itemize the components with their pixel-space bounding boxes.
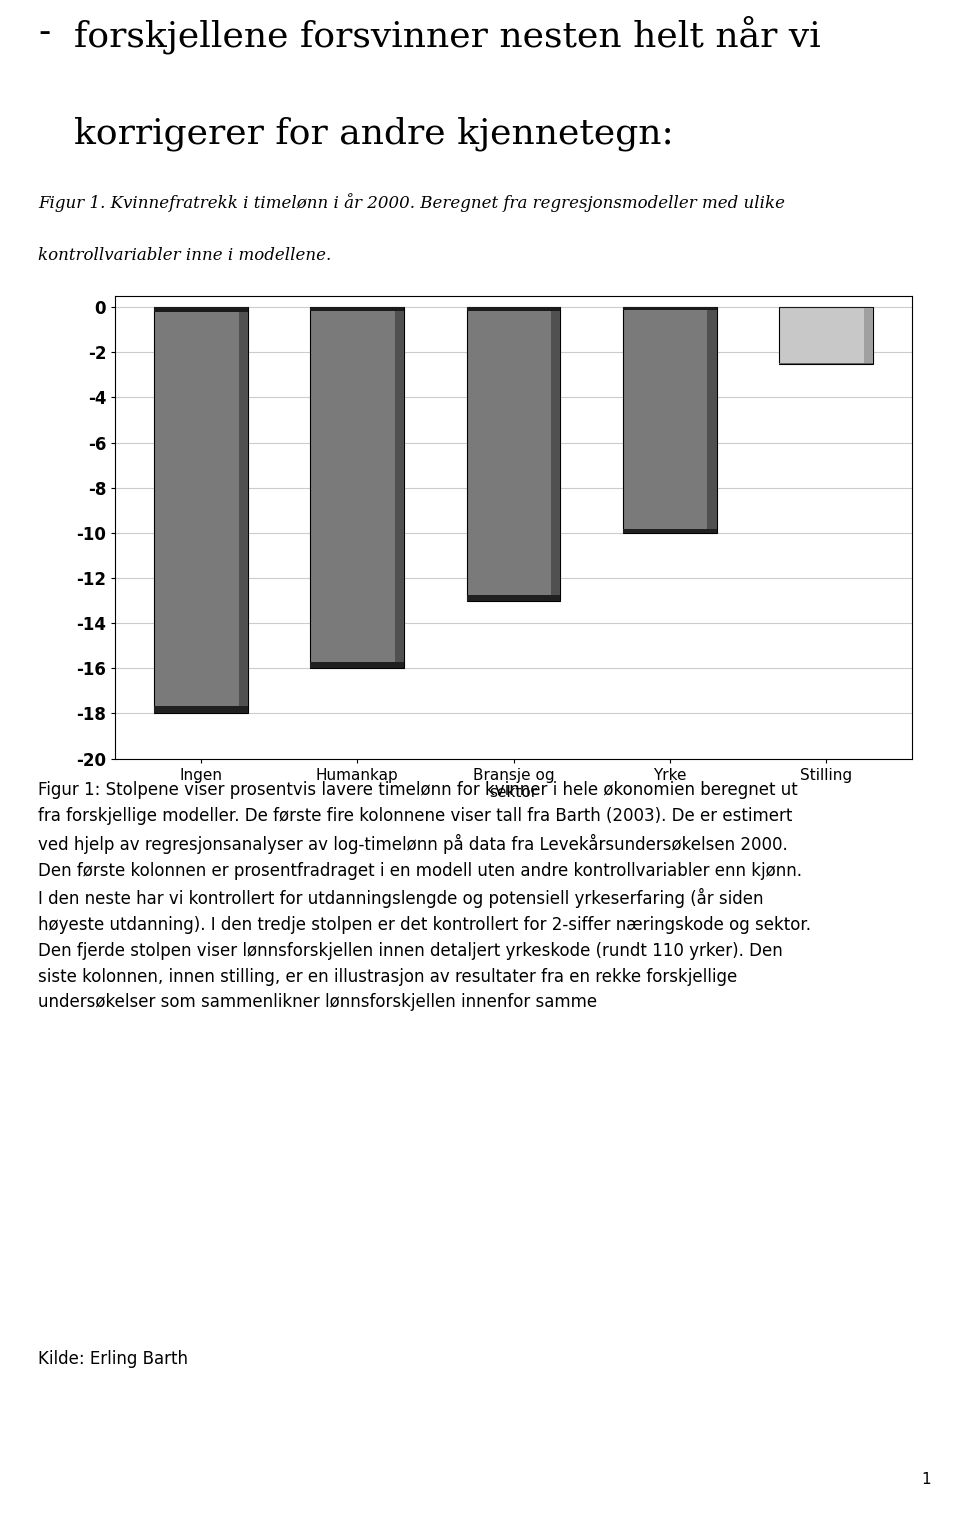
- Text: Figur 1: Stolpene viser prosentvis lavere timelønn for kvinner i hele økonomien : Figur 1: Stolpene viser prosentvis laver…: [38, 781, 811, 1012]
- Bar: [239, 306, 248, 713]
- Bar: [708, 306, 717, 532]
- Bar: [310, 306, 404, 667]
- Text: Figur 1. Kvinnefratrekk i timelønn i år 2000. Beregnet fra regresjonsmodeller me: Figur 1. Kvinnefratrekk i timelønn i år …: [38, 193, 785, 211]
- Text: forskjellene forsvinner nesten helt når vi: forskjellene forsvinner nesten helt når …: [75, 15, 821, 53]
- Bar: [551, 306, 561, 601]
- Bar: [155, 705, 248, 713]
- Bar: [623, 306, 717, 309]
- Text: -: -: [38, 15, 51, 49]
- Bar: [310, 306, 404, 311]
- Bar: [467, 595, 561, 601]
- Bar: [155, 306, 248, 713]
- Bar: [467, 306, 561, 311]
- Bar: [155, 306, 248, 313]
- Bar: [623, 306, 717, 532]
- Bar: [780, 306, 873, 364]
- Text: korrigerer for andre kjennetegn:: korrigerer for andre kjennetegn:: [75, 117, 674, 150]
- Text: 1: 1: [922, 1471, 931, 1487]
- Bar: [864, 306, 873, 364]
- Bar: [623, 529, 717, 532]
- Bar: [395, 306, 404, 667]
- Bar: [467, 306, 561, 601]
- Text: kontrollvariabler inne i modellene.: kontrollvariabler inne i modellene.: [38, 247, 331, 264]
- Bar: [310, 661, 404, 667]
- Text: Kilde: Erling Barth: Kilde: Erling Barth: [38, 1350, 188, 1368]
